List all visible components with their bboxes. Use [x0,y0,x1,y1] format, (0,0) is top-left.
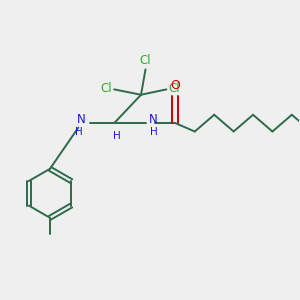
Text: Cl: Cl [100,82,112,95]
Text: H: H [150,127,158,137]
Text: Cl: Cl [169,82,180,95]
Text: N: N [148,113,157,126]
Text: N: N [77,113,86,126]
Text: O: O [170,79,180,92]
Text: Cl: Cl [140,54,151,67]
Text: H: H [113,131,120,142]
Text: H: H [75,127,83,137]
